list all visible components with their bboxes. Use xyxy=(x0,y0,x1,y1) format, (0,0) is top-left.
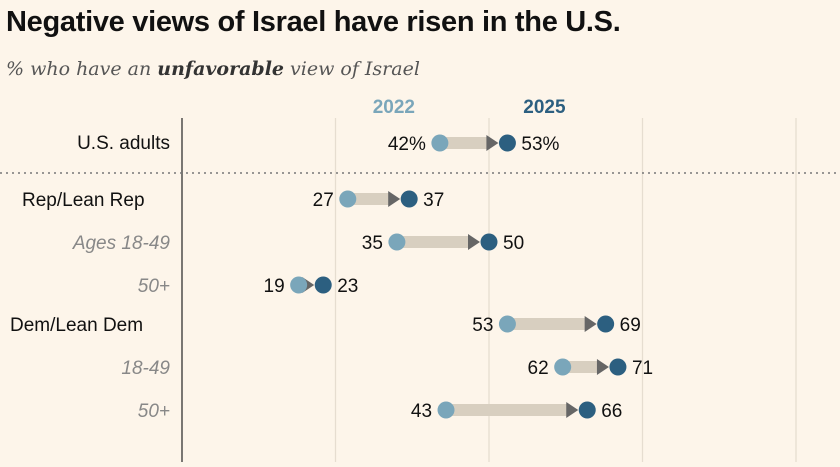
subtitle-text: % who have an xyxy=(6,58,158,80)
arrowhead xyxy=(468,234,480,250)
arrow-shaft xyxy=(402,236,469,248)
value-label-2022: 53 xyxy=(472,315,493,336)
dot-2025 xyxy=(609,358,627,376)
row-label: 50+ xyxy=(138,276,170,297)
value-label-2025: 53% xyxy=(521,134,559,155)
value-label-2022: 43 xyxy=(411,401,432,422)
dot-2022 xyxy=(498,315,516,333)
dot-2025 xyxy=(314,276,332,294)
row-label: Rep/Lean Rep xyxy=(22,190,145,211)
value-label-2022: 27 xyxy=(313,190,334,211)
value-label-2025: 50 xyxy=(503,233,524,254)
dot-2022 xyxy=(388,233,406,251)
dot-2025 xyxy=(480,233,498,251)
arrow-shaft xyxy=(568,361,598,373)
chart-subtitle: % who have an unfavorable view of Israel xyxy=(6,58,420,80)
dot-2022 xyxy=(339,190,357,208)
dot-2022 xyxy=(554,358,572,376)
row-label: U.S. adults xyxy=(77,133,170,154)
value-label-2025: 37 xyxy=(423,190,444,211)
legend-2022: 2022 xyxy=(373,97,415,118)
arrow-shaft xyxy=(513,318,586,330)
arrow-shaft xyxy=(445,137,488,149)
arrowhead xyxy=(584,316,597,332)
value-label-2022: 19 xyxy=(264,276,285,297)
value-label-2022: 35 xyxy=(362,233,383,254)
value-label-2022: 62 xyxy=(528,358,549,379)
arrowhead xyxy=(566,402,579,418)
arrow-shaft xyxy=(353,193,390,205)
arrowhead xyxy=(388,191,401,207)
arrowhead xyxy=(486,135,499,151)
chart-title: Negative views of Israel have risen in t… xyxy=(6,6,621,38)
dot-2022 xyxy=(290,276,308,294)
value-label-2022: 42% xyxy=(388,134,426,155)
row-label: Dem/Lean Dem xyxy=(10,315,143,336)
arrowhead xyxy=(596,359,609,375)
arrow-shaft xyxy=(452,404,568,416)
dot-2025 xyxy=(498,134,516,152)
dot-2022 xyxy=(437,401,455,419)
dot-2025 xyxy=(597,315,615,333)
row-label: 18-49 xyxy=(121,358,170,379)
value-label-2025: 66 xyxy=(601,401,622,422)
subtitle-emphasis: unfavorable xyxy=(157,58,285,80)
value-label-2025: 69 xyxy=(620,315,641,336)
dot-2022 xyxy=(431,134,449,152)
value-label-2025: 71 xyxy=(632,358,653,379)
legend-2025: 2025 xyxy=(523,97,566,118)
subtitle-text: view of Israel xyxy=(284,58,420,80)
row-label: Ages 18-49 xyxy=(72,233,171,254)
row-label: 50+ xyxy=(138,401,170,422)
dot-2025 xyxy=(400,190,418,208)
dot-2025 xyxy=(578,401,596,419)
value-label-2025: 23 xyxy=(337,276,358,297)
